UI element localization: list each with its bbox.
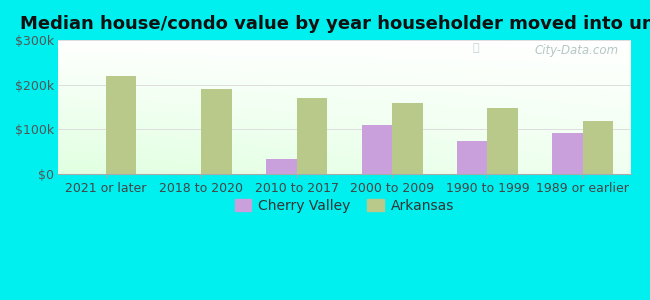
Bar bbox=[266, 158, 297, 174]
Text: City-Data.com: City-Data.com bbox=[535, 44, 619, 57]
Bar bbox=[106, 76, 136, 174]
Text: 🔍: 🔍 bbox=[473, 44, 479, 53]
Bar bbox=[202, 89, 232, 174]
Bar bbox=[488, 109, 518, 174]
Bar bbox=[583, 121, 614, 174]
Bar bbox=[392, 103, 422, 174]
Bar bbox=[297, 98, 327, 174]
Legend: Cherry Valley, Arkansas: Cherry Valley, Arkansas bbox=[229, 193, 460, 218]
Bar bbox=[361, 125, 392, 174]
Bar bbox=[552, 133, 583, 174]
Title: Median house/condo value by year householder moved into unit: Median house/condo value by year househo… bbox=[20, 15, 650, 33]
Bar bbox=[457, 141, 488, 174]
